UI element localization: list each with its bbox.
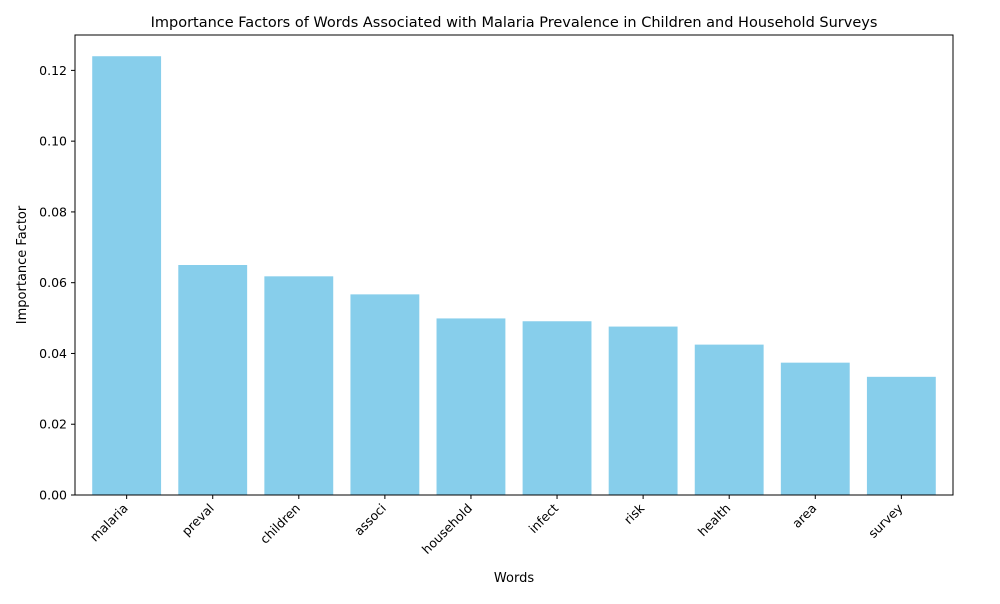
bar-preval <box>178 265 248 495</box>
y-tick-label: 0.12 <box>39 63 67 78</box>
y-tick-label: 0.10 <box>39 134 67 149</box>
bar-children <box>264 276 334 495</box>
bar-infect <box>522 321 592 495</box>
chart-title: Importance Factors of Words Associated w… <box>151 15 878 31</box>
x-tick-label: area <box>789 501 819 531</box>
x-axis: malaria preval children associ household infe… <box>87 495 906 557</box>
x-tick-label: associ <box>351 501 389 539</box>
bar-malaria <box>92 56 162 495</box>
bar-household <box>436 318 506 495</box>
x-tick-label: children <box>257 501 303 547</box>
bar-risk <box>608 326 678 495</box>
bars-group <box>92 56 936 495</box>
y-axis: 0.00 0.02 0.04 0.06 0.08 0.10 0.12 <box>39 63 75 503</box>
y-tick-label: 0.08 <box>39 204 67 219</box>
x-tick-label: survey <box>865 500 906 541</box>
plot-frame <box>74 34 954 496</box>
x-tick-label: preval <box>179 501 217 539</box>
bar-survey <box>866 376 936 495</box>
bar-health <box>694 344 764 495</box>
y-tick-label: 0.00 <box>39 488 67 503</box>
x-axis-label: Words <box>494 571 534 586</box>
bar-associ <box>350 294 420 495</box>
y-axis-label: Importance Factor <box>15 205 30 324</box>
x-tick-label: risk <box>621 500 648 527</box>
x-tick-label: infect <box>526 500 562 536</box>
x-tick-label: household <box>419 501 475 557</box>
y-tick-label: 0.06 <box>39 275 67 290</box>
x-tick-label: malaria <box>87 501 131 545</box>
bar-area <box>780 362 850 495</box>
y-tick-label: 0.04 <box>39 346 67 361</box>
y-tick-label: 0.02 <box>39 417 67 432</box>
x-tick-label: health <box>695 501 734 540</box>
